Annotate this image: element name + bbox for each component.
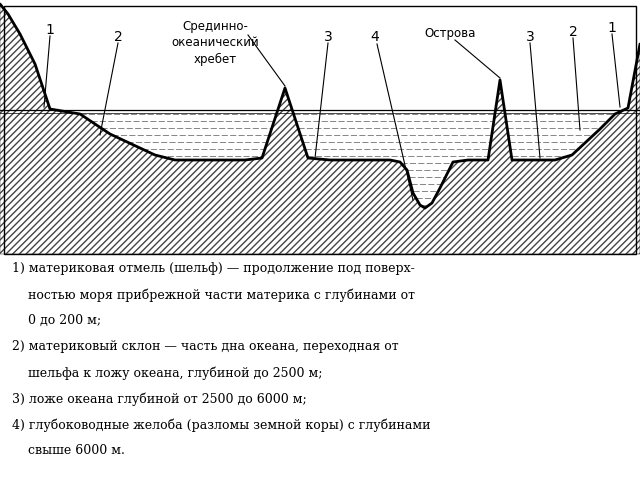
Text: 4) глубоководные желоба (разломы земной коры) с глубинами: 4) глубоководные желоба (разломы земной … <box>12 418 431 432</box>
Text: 1) материковая отмель (шельф) — продолжение под поверх-: 1) материковая отмель (шельф) — продолже… <box>12 262 415 275</box>
Text: свыше 6000 м.: свыше 6000 м. <box>12 444 125 457</box>
Text: 1: 1 <box>607 21 616 35</box>
Text: 4: 4 <box>371 30 380 44</box>
Bar <box>4 6 636 254</box>
Text: 3: 3 <box>525 30 534 44</box>
Polygon shape <box>0 4 640 254</box>
Text: Срединно-
океанический
хребет: Срединно- океанический хребет <box>171 20 259 66</box>
Text: 2) материковый склон — часть дна океана, переходная от: 2) материковый склон — часть дна океана,… <box>12 340 399 353</box>
Text: 2: 2 <box>568 25 577 39</box>
Text: 3) ложе океана глубиной от 2500 до 6000 м;: 3) ложе океана глубиной от 2500 до 6000 … <box>12 392 307 406</box>
Text: 1: 1 <box>45 23 54 37</box>
Text: Острова: Острова <box>424 26 476 39</box>
Text: шельфа к ложу океана, глубиной до 2500 м;: шельфа к ложу океана, глубиной до 2500 м… <box>12 366 323 380</box>
Text: 3: 3 <box>324 30 332 44</box>
Text: 0 до 200 м;: 0 до 200 м; <box>12 314 101 327</box>
Text: 2: 2 <box>114 30 122 44</box>
Text: ностью моря прибрежной части материка с глубинами от: ностью моря прибрежной части материка с … <box>12 288 415 301</box>
